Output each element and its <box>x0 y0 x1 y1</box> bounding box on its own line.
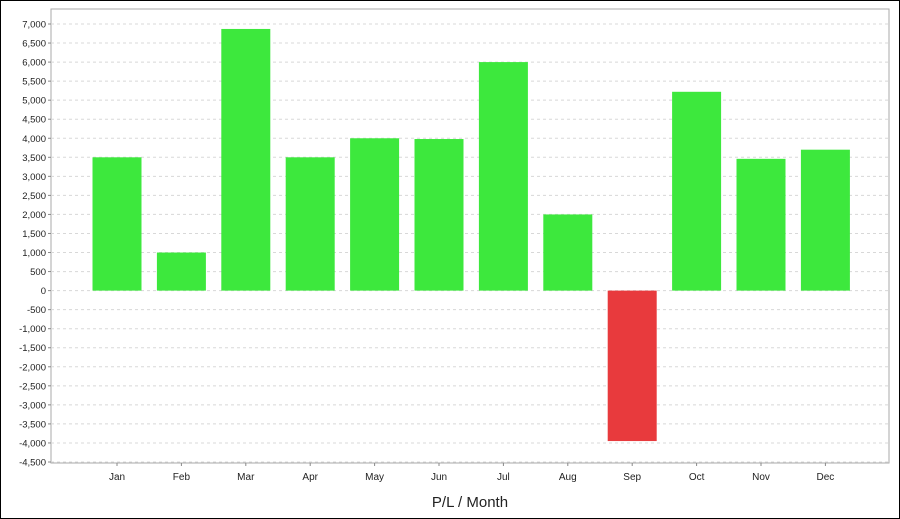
y-tick-label: 2,500 <box>22 191 46 202</box>
y-tick-label: -1,500 <box>19 343 46 354</box>
bar-sep <box>607 290 657 442</box>
y-tick-label: -3,500 <box>19 419 46 430</box>
y-tick-label: -4,500 <box>19 458 46 469</box>
y-tick-label: 4,500 <box>22 115 46 126</box>
x-tick-label: Feb <box>173 472 191 483</box>
x-tick-label: May <box>365 472 384 483</box>
bar-jan <box>92 157 142 291</box>
x-tick-label: Mar <box>237 472 255 483</box>
x-tick-label: Apr <box>302 472 318 483</box>
y-tick-label: -500 <box>27 305 46 316</box>
bar-aug <box>543 214 593 291</box>
y-tick-label: -4,000 <box>19 438 46 449</box>
y-tick-label: 6,500 <box>22 39 46 50</box>
y-tick-label: -3,000 <box>19 400 46 411</box>
bar-nov <box>736 158 786 291</box>
bar-jul <box>478 62 528 291</box>
x-tick-label: Jan <box>109 472 125 483</box>
bar-apr <box>285 157 335 291</box>
y-tick-label: 6,000 <box>22 58 46 69</box>
y-tick-label: 7,000 <box>22 20 46 31</box>
y-tick-label: 2,000 <box>22 210 46 221</box>
y-tick-label: 5,000 <box>22 96 46 107</box>
y-tick-label: 3,000 <box>22 172 46 183</box>
bar-mar <box>221 28 271 291</box>
x-tick-label: Nov <box>752 472 770 483</box>
y-tick-label: 4,000 <box>22 134 46 145</box>
x-tick-label: Oct <box>689 472 705 483</box>
bar-jun <box>414 139 464 291</box>
y-axis-ticks: 7,000 6,500 6,000 5,500 5,000 4,500 4,000 3,500… <box>19 20 51 469</box>
y-tick-label: 1,500 <box>22 229 46 240</box>
y-tick-label: 5,500 <box>22 77 46 88</box>
x-tick-label: Aug <box>559 472 577 483</box>
x-tick-label: Jun <box>431 472 447 483</box>
bars <box>92 28 850 442</box>
bar-oct <box>672 91 722 291</box>
x-tick-label: Jul <box>497 472 510 483</box>
y-tick-label: -2,000 <box>19 362 46 373</box>
x-axis-ticks: Jan Feb Mar Apr May Jun Jul Aug Sep Oct Nov Dec <box>109 463 834 483</box>
x-tick-label: Dec <box>817 472 835 483</box>
bar-feb <box>156 252 206 291</box>
y-tick-label: 3,500 <box>22 153 46 164</box>
y-tick-label: 1,000 <box>22 248 46 259</box>
x-tick-label: Sep <box>623 472 641 483</box>
y-tick-label: 500 <box>30 267 46 278</box>
bar-dec <box>800 149 850 291</box>
y-tick-label: -2,500 <box>19 381 46 392</box>
y-tick-label: -1,000 <box>19 324 46 335</box>
bar-may <box>350 138 400 291</box>
y-tick-label: 0 <box>41 286 46 297</box>
x-axis-label: P/L / Month <box>432 494 508 511</box>
